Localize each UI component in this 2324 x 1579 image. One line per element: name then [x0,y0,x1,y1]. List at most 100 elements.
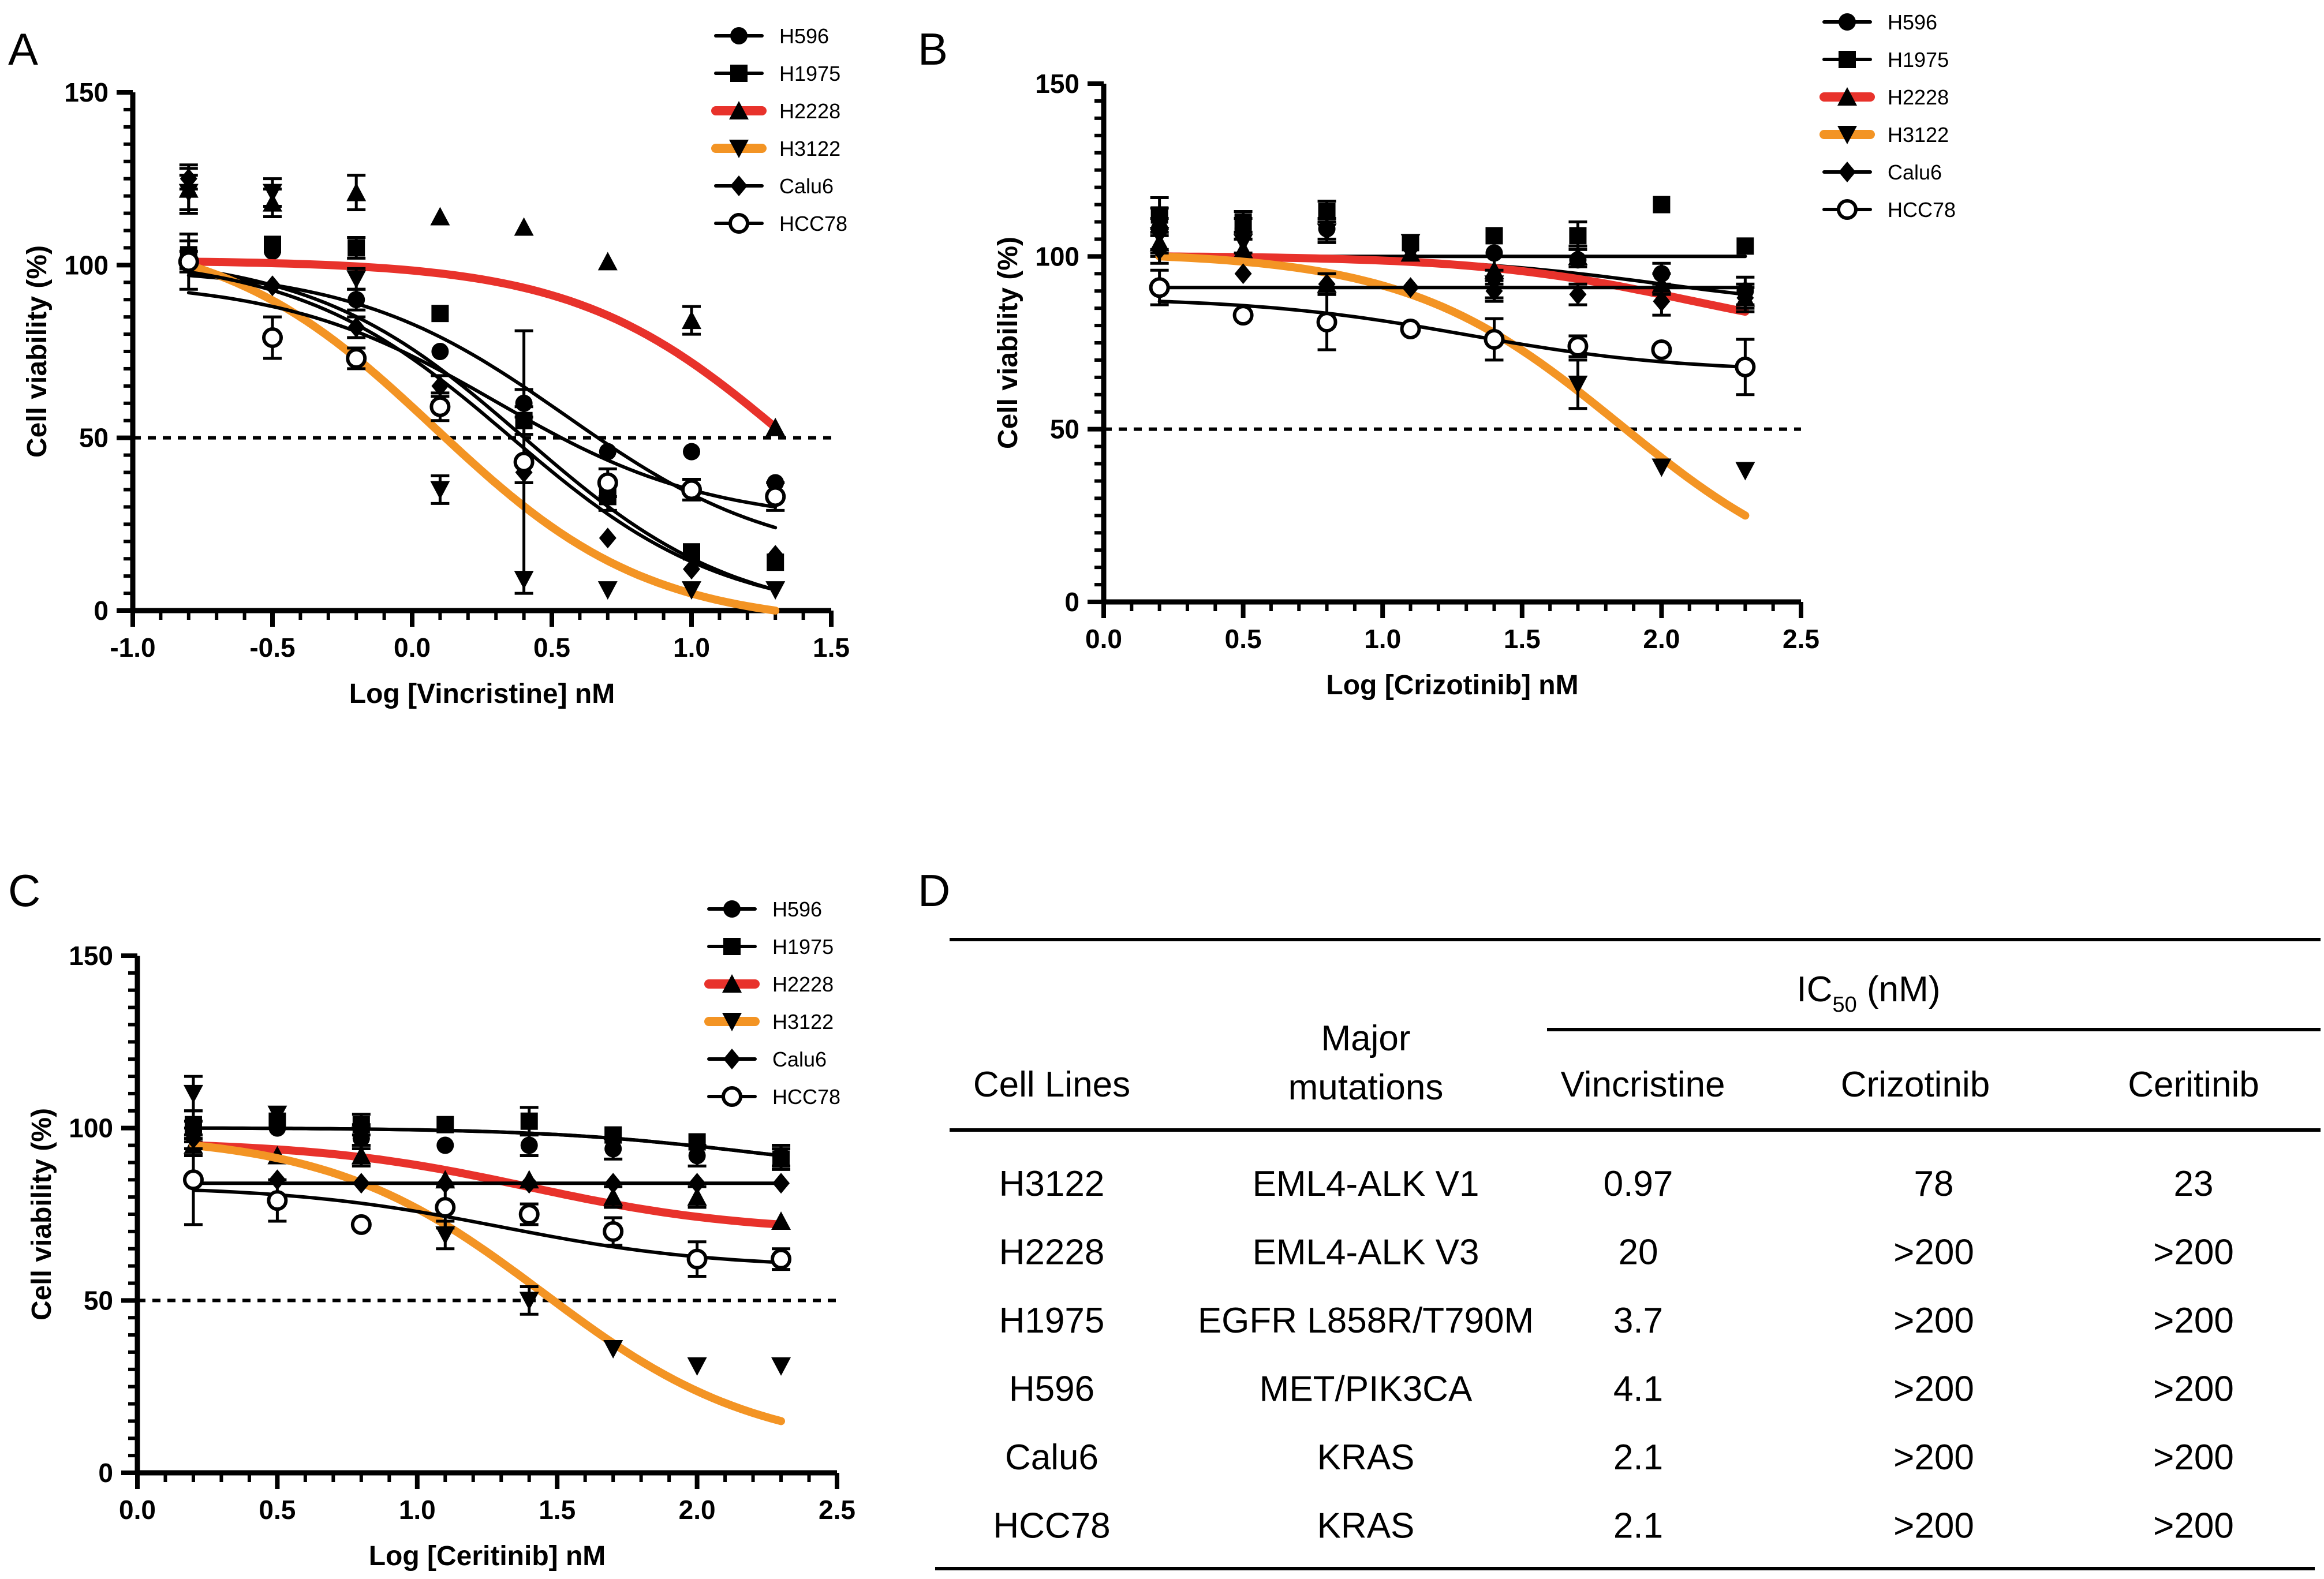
table-row: H1975 EGFR L858R/T790M 3.7 >200 >200 [999,1301,2234,1341]
legend-marker [729,101,749,119]
data-point-h596 [688,1147,706,1165]
data-point-h2228 [597,252,618,271]
fit-curve-hcc78 [1157,300,1747,369]
data-point-h596 [348,291,365,309]
table-row: HCC78 KRAS 2.1 >200 >200 [993,1506,2233,1546]
data-point-h1975 [264,235,281,253]
y-tick-label: 100 [1035,241,1079,271]
data-point-h2228 [346,182,367,201]
cell-line: H2228 [999,1233,1105,1273]
legend-marker [728,213,749,234]
legend-label: H2228 [1888,85,1949,109]
legend-label: H3122 [779,137,840,160]
x-axis-label: Log [Vincristine] nM [349,679,615,709]
x-tick-label: -0.5 [249,633,295,663]
y-tick-label: 100 [69,1113,113,1143]
fit-curve-h2228 [1155,252,1750,316]
cell-mutation: EML4-ALK V1 [1253,1164,1479,1204]
data-point-h2228 [682,310,701,330]
data-point-h596 [599,443,617,461]
table-row: H596 MET/PIK3CA 4.1 >200 >200 [1009,1370,2234,1409]
fit-curve-h1975 [186,267,778,592]
legend-label: H1975 [772,935,834,959]
y-tick-label: 0 [98,1458,113,1488]
legend-label: HCC78 [779,212,847,235]
data-point-h3122 [351,1126,371,1145]
data-point-hcc78 [178,251,199,272]
series-h2228 [178,163,786,436]
series-h3122 [1149,216,1755,520]
data-point-hcc78 [182,1169,204,1191]
data-point-h1975 [1569,227,1587,245]
data-point-calu6 [436,1173,454,1194]
cell-mutation: MET/PIK3CA [1260,1370,1473,1409]
table-row: H2228 EML4-ALK V3 20 >200 >200 [999,1233,2234,1273]
data-point-h3122 [1735,462,1755,481]
data-point-calu6 [1569,284,1587,305]
legend-item-hcc78: HCC78 [707,1085,840,1109]
x-tick-label: 2.5 [1783,624,1819,654]
fit-curve-h3122 [1155,252,1750,520]
legend-item-h2228: H2228 [704,972,834,996]
legend-item-calu6: Calu6 [1822,160,1942,184]
fit-curve-hcc78 [186,291,778,509]
data-point-calu6 [1150,239,1168,260]
data-point-calu6 [264,275,281,297]
cell-mutation: KRAS [1317,1506,1415,1546]
legend-label: Calu6 [772,1047,827,1071]
x-tick-label: 0.5 [1225,624,1262,654]
cell-crizotinib: >200 [1893,1506,1974,1546]
data-point-h3122 [346,270,367,289]
data-point-h3122 [1652,458,1672,477]
x-axis-label: Log [Crizotinib] nM [1326,670,1578,701]
data-point-h596 [520,1136,538,1154]
data-point-calu6 [1485,280,1503,302]
y-tick-label: 0 [1064,587,1079,617]
data-point-hcc78 [771,1248,792,1270]
cell-ceritinib: >200 [2153,1233,2234,1273]
legend-marker [1839,13,1856,31]
legend-marker [730,65,748,82]
legend-item-h3122: H3122 [704,1010,834,1034]
data-point-h1975 [688,1133,706,1151]
header-ceritinib: Ceritinib [2128,1065,2259,1105]
data-point-calu6 [431,375,449,396]
legend-item-h1975: H1975 [714,62,840,85]
fit-curve-calu6 [186,270,778,592]
series-hcc78 [182,1133,792,1278]
cell-mutation: KRAS [1317,1438,1415,1477]
panel-label-d: D [918,865,950,916]
legend-item-h3122: H3122 [1819,123,1949,147]
legend-marker [722,974,742,993]
fit-curve-h3122 [189,1141,785,1425]
x-tick-label: 2.0 [679,1495,716,1525]
y-axis-label: Cell viability (%) [993,237,1023,449]
cell-mutation: EML4-ALK V3 [1253,1233,1479,1273]
data-point-hcc78 [262,327,283,349]
series-calu6 [179,167,784,592]
x-tick-label: 0.0 [1085,624,1122,654]
data-point-calu6 [1402,277,1419,298]
data-point-h3122 [1317,223,1337,242]
x-tick-label: 2.5 [819,1495,855,1525]
legend-label: H596 [1888,10,1937,34]
data-point-h3122 [183,1084,203,1103]
data-point-h3122 [1568,375,1588,394]
data-point-h1975 [520,1112,538,1130]
legend-marker [729,140,749,158]
data-point-h596 [431,343,449,360]
data-point-hcc78 [765,486,786,507]
data-point-hcc78 [686,1248,708,1270]
legend-item-h2228: H2228 [1819,85,1949,109]
ic50-table: IC50 (nM) Cell Lines Major mutations Vin… [935,938,2321,1570]
data-point-h3122 [603,1339,623,1359]
cell-ceritinib: >200 [2153,1438,2234,1477]
cell-vincristine: 0.97 [1604,1164,1673,1204]
legend-label: H3122 [772,1010,834,1034]
y-tick-label: 150 [1035,69,1079,99]
y-tick-label: 100 [64,250,109,280]
x-tick-label: 2.0 [1643,624,1680,654]
data-point-h3122 [435,1226,455,1245]
y-tick-label: 50 [1050,414,1079,444]
